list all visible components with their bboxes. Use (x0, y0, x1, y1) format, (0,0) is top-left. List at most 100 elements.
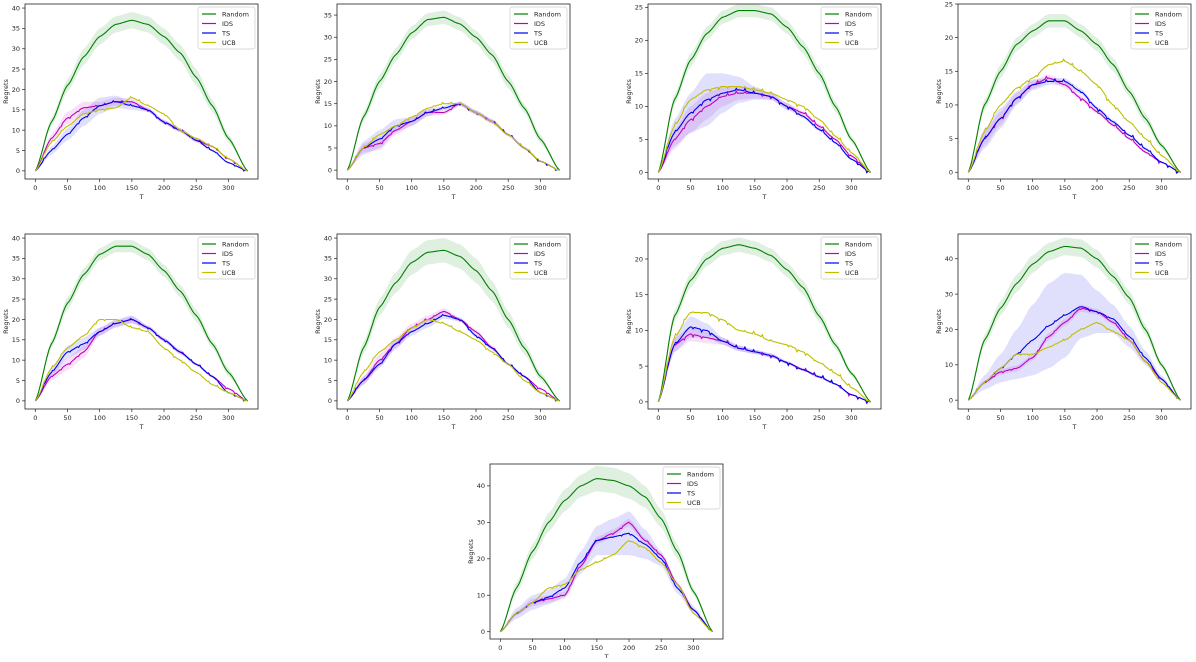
legend-box (197, 6, 256, 50)
line-ucb (657, 311, 871, 403)
y-tick-label: 15 (945, 68, 953, 76)
x-tick-label: 100 (93, 414, 105, 422)
y-tick-label: 20 (635, 255, 643, 263)
legend-label-ids: IDS (222, 250, 233, 258)
legend-label-ucb: UCB (845, 39, 859, 47)
x-tick-label: 300 (534, 414, 546, 422)
x-tick-label: 250 (502, 414, 514, 422)
y-tick-label: 10 (12, 126, 20, 134)
x-tick-label: 100 (405, 184, 417, 192)
x-tick-label: 0 (966, 414, 970, 422)
x-axis-label: T (139, 193, 144, 201)
x-tick-label: 250 (813, 414, 825, 422)
legend-label-ids: IDS (534, 20, 545, 28)
y-tick-label: 30 (945, 290, 953, 298)
legend-label-ucb: UCB (222, 39, 236, 47)
x-tick-label: 0 (345, 414, 349, 422)
y-tick-label: 20 (477, 555, 485, 563)
line-random (346, 249, 561, 402)
y-tick-label: 25 (635, 4, 643, 12)
y-tick-label: 0 (639, 169, 643, 177)
x-tick-label: 50 (686, 184, 694, 192)
y-tick-label: 5 (328, 144, 332, 152)
y-tick-label: 30 (12, 275, 20, 283)
x-tick-label: 200 (781, 414, 793, 422)
y-tick-label: 15 (635, 291, 643, 299)
line-random (499, 478, 714, 633)
y-tick-label: 0 (949, 396, 953, 404)
line-ucb (967, 321, 1181, 401)
legend-label-ids: IDS (1155, 20, 1166, 28)
legend-label-ids: IDS (534, 250, 545, 258)
y-tick-label: 0 (328, 166, 332, 174)
y-tick-label: 40 (12, 234, 20, 242)
legend-box (509, 236, 568, 280)
y-axis-label: Regrets (935, 308, 943, 333)
y-tick-label: 20 (945, 326, 953, 334)
y-tick-label: 10 (635, 327, 643, 335)
legend-box (1130, 6, 1189, 50)
y-tick-label: 10 (324, 356, 332, 364)
y-tick-label: 40 (945, 255, 953, 263)
x-tick-label: 150 (1059, 184, 1071, 192)
y-tick-label: 10 (635, 103, 643, 111)
y-tick-label: 20 (324, 316, 332, 324)
y-tick-label: 5 (639, 136, 643, 144)
x-tick-label: 300 (222, 414, 234, 422)
x-tick-label: 50 (375, 414, 383, 422)
band-ids (658, 86, 871, 173)
band-random (658, 4, 871, 173)
subplot-7: 0 50 100 150 200 250 300 0 5 10 15 20 T Regrets Random… (625, 233, 882, 431)
line-random (346, 16, 561, 171)
legend-label-ts: TS (844, 29, 853, 37)
y-tick-label: 10 (945, 361, 953, 369)
band-ids (35, 316, 248, 401)
legend-label-ts: TS (686, 489, 695, 497)
y-tick-label: 10 (945, 101, 953, 109)
x-tick-label: 150 (126, 414, 138, 422)
y-tick-label: 15 (324, 100, 332, 108)
legend-label-ucb: UCB (222, 269, 236, 277)
x-tick-label: 100 (558, 644, 570, 652)
band-random (347, 10, 560, 171)
band-ts (968, 272, 1181, 401)
line-ts (657, 87, 871, 174)
line-ids (657, 333, 871, 404)
y-axis-label: Regrets (314, 78, 322, 103)
line-ts (657, 326, 871, 405)
y-tick-label: 15 (324, 336, 332, 344)
x-tick-label: 300 (222, 184, 234, 192)
y-tick-label: 25 (12, 295, 20, 303)
y-tick-label: 40 (477, 482, 485, 490)
y-tick-label: 5 (328, 377, 332, 385)
x-tick-label: 100 (93, 184, 105, 192)
y-tick-label: 35 (324, 255, 332, 263)
x-tick-label: 250 (655, 644, 667, 652)
y-axis-label: Regrets (467, 538, 475, 563)
legend-label-ucb: UCB (1155, 39, 1169, 47)
legend-label-ucb: UCB (845, 269, 859, 277)
x-tick-label: 300 (845, 414, 857, 422)
x-axis-label: T (604, 653, 609, 658)
x-tick-label: 250 (190, 414, 202, 422)
legend-label-ucb: UCB (687, 499, 701, 507)
x-tick-label: 300 (1155, 414, 1167, 422)
y-axis-label: Regrets (2, 308, 10, 333)
legend-box (662, 466, 721, 510)
axes-frame (336, 233, 571, 410)
legend-label-ts: TS (1154, 259, 1163, 267)
y-tick-label: 30 (477, 519, 485, 527)
y-tick-label: 5 (16, 377, 20, 385)
legend-label-random: Random (687, 470, 714, 478)
x-tick-label: 200 (470, 414, 482, 422)
y-tick-label: 0 (481, 628, 485, 636)
line-ts (499, 532, 714, 633)
legend-box (509, 6, 568, 50)
legend-label-ts: TS (533, 29, 542, 37)
x-tick-label: 50 (63, 414, 71, 422)
y-tick-label: 30 (324, 34, 332, 42)
x-axis-label: T (451, 423, 456, 431)
legend-label-random: Random (1155, 10, 1182, 18)
